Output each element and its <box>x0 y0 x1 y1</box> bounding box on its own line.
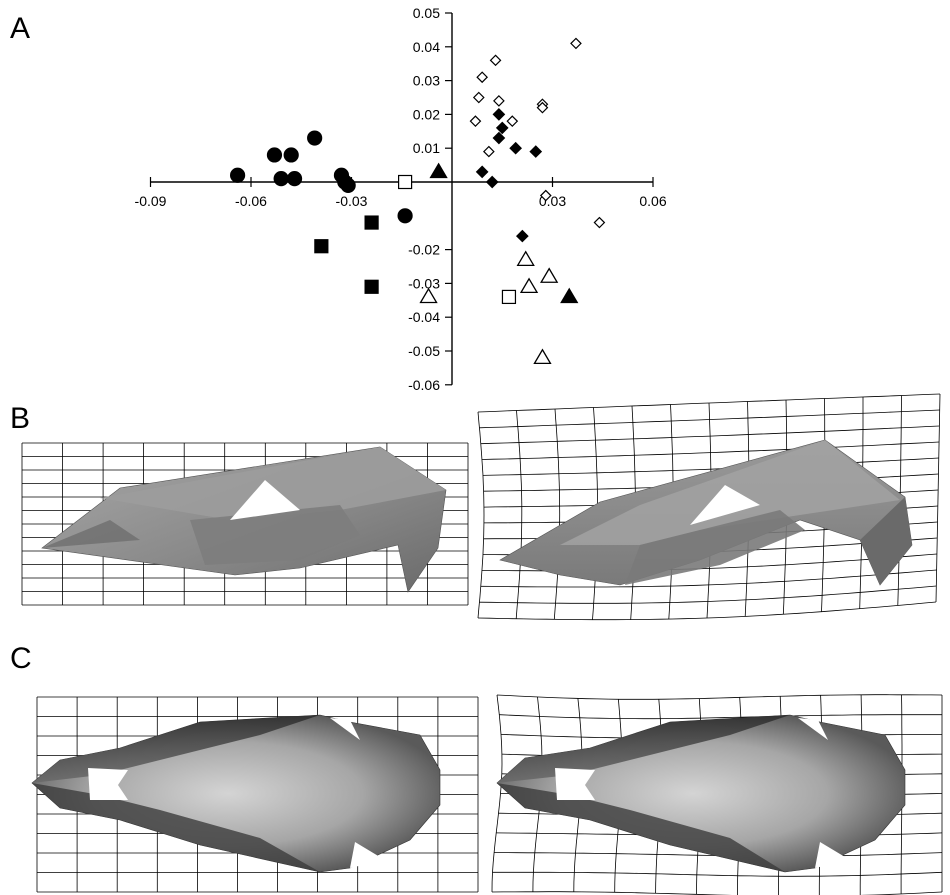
y-tick-label: -0.04 <box>408 309 440 325</box>
data-point-filled-circle <box>283 147 299 163</box>
data-point-open-triangle <box>519 277 539 294</box>
data-point-open-diamond <box>472 91 485 104</box>
data-point-open-diamond <box>539 189 552 202</box>
data-point-open-diamond <box>489 54 502 67</box>
data-point-open-triangle <box>533 348 552 365</box>
data-point-filled-circle <box>340 177 356 193</box>
data-point-open-diamond <box>476 71 488 84</box>
scatter-plot: -0.09 -0.06 -0.03 0.03 0.060.050.040.030.020… <box>135 5 667 393</box>
data-point-filled-triangle <box>560 287 579 304</box>
data-point-filled-diamond <box>509 141 522 155</box>
data-point-filled-diamond <box>492 108 506 121</box>
data-point-open-diamond <box>483 145 495 158</box>
data-point-filled-triangle <box>429 162 448 179</box>
data-point-filled-circle <box>230 167 246 183</box>
data-point-open-diamond <box>469 115 482 128</box>
data-point-filled-diamond <box>492 131 506 145</box>
grid-line <box>479 585 937 604</box>
data-point-filled-circle <box>286 171 303 187</box>
data-point-open-diamond <box>506 115 519 128</box>
data-point-filled-circle <box>307 130 323 146</box>
y-tick-label: 0.01 <box>413 140 440 156</box>
y-tick-label: -0.05 <box>408 343 440 359</box>
y-tick-label: 0.02 <box>413 106 440 122</box>
data-point-filled-square <box>314 239 329 254</box>
data-point-open-triangle <box>540 267 559 283</box>
grid-line <box>515 410 523 619</box>
grid-line <box>477 393 941 413</box>
panel-b-right-shape <box>499 439 913 586</box>
panel-c-left-shape <box>31 714 441 873</box>
y-tick-label: -0.03 <box>408 275 440 291</box>
grid-line <box>482 457 939 476</box>
grid-line <box>481 441 940 460</box>
y-tick-label: -0.02 <box>408 242 440 258</box>
grid-line <box>477 411 485 619</box>
x-tick-label: -0.09 <box>135 193 167 209</box>
data-point-filled-diamond <box>516 229 529 243</box>
grid-line <box>935 393 941 603</box>
data-point-filled-circle <box>273 171 289 187</box>
data-point-open-diamond <box>570 37 582 50</box>
data-point-filled-diamond <box>529 145 543 158</box>
grid-line <box>491 891 943 895</box>
grid-line <box>499 714 942 720</box>
y-tick-label: 0.03 <box>413 73 440 89</box>
grid-line <box>496 694 943 700</box>
data-point-open-diamond <box>493 95 505 107</box>
data-point-open-diamond <box>593 216 606 229</box>
grid-line <box>553 408 561 620</box>
data-point-filled-square <box>364 279 379 294</box>
grid-line <box>492 871 943 877</box>
grid-line <box>480 569 937 588</box>
data-point-filled-square <box>364 215 379 230</box>
y-tick-label: -0.06 <box>408 377 440 393</box>
y-tick-label: 0.04 <box>413 39 440 55</box>
grid-line <box>477 601 937 621</box>
data-point-filled-diamond <box>485 175 499 189</box>
data-point-filled-diamond <box>495 121 509 135</box>
data-point-open-triangle <box>516 250 535 266</box>
grid-line <box>479 409 940 429</box>
panel-label-b: B <box>10 402 30 435</box>
grid-line <box>480 425 940 445</box>
x-tick-label: 0.06 <box>639 193 666 209</box>
data-point-filled-circle <box>266 147 283 163</box>
data-point-filled-circle <box>397 208 413 224</box>
data-point-open-diamond <box>536 101 549 114</box>
panel-label-c: C <box>10 642 32 675</box>
panel-c-right-shape <box>496 714 906 873</box>
data-point-open-square <box>501 289 517 305</box>
y-tick-label: 0.05 <box>413 5 440 21</box>
data-point-open-triangle <box>419 287 438 304</box>
x-tick-label: -0.06 <box>235 193 267 209</box>
data-point-filled-diamond <box>475 165 489 179</box>
panel-b-left-shape <box>41 446 447 593</box>
data-point-open-square <box>398 174 413 190</box>
panel-label-a: A <box>10 12 30 45</box>
x-tick-label: -0.03 <box>336 193 368 209</box>
